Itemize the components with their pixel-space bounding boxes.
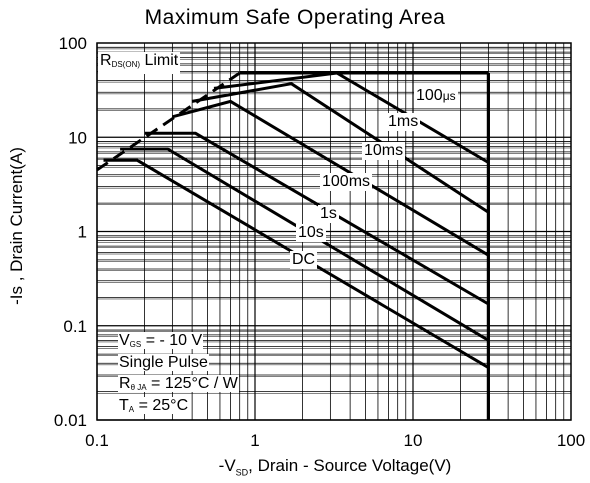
condition-ta: TA = 25°C — [118, 397, 190, 419]
y-tick-label: 1 — [78, 223, 87, 242]
grid — [96, 42, 572, 421]
soa-curve-1ms — [213, 71, 490, 164]
x-tick-label: 1 — [250, 431, 259, 450]
soa-curve-100ms — [172, 99, 490, 257]
x-axis-label-prefix: -V — [218, 456, 236, 475]
ta-sub: A — [128, 405, 135, 414]
x-axis-label: -VSD, Drain - Source Voltage(V) — [160, 456, 510, 477]
x-tick-label: 0.1 — [85, 431, 109, 450]
soa-curve-dc — [103, 158, 490, 369]
label-1ms: 1ms — [386, 113, 421, 131]
rds-label-sub: DS(ON) — [111, 60, 141, 69]
rth-tail: = 125°C / W — [151, 375, 238, 392]
chart-title: Maximum Safe Operating Area — [144, 6, 446, 29]
rth-sub: θ JA — [130, 383, 147, 392]
vgs-sub: GS — [129, 340, 142, 349]
y-tick-label: 100 — [59, 34, 87, 53]
rth-main: R — [119, 375, 131, 392]
label-1s: 1s — [318, 205, 339, 223]
label-100us-unit: μs — [442, 89, 456, 103]
condition-pulse: Single Pulse — [118, 354, 209, 372]
rds-label-tail: Limit — [144, 52, 179, 69]
y-tick-label: 0.1 — [63, 317, 87, 336]
x-axis-label-sub: SD — [235, 467, 249, 478]
soa-curve-10s — [120, 147, 490, 342]
label-100us: 100μs — [414, 87, 458, 105]
y-tick-label: 10 — [68, 128, 87, 147]
x-axis-label-tail: , Drain - Source Voltage(V) — [248, 456, 452, 475]
soa-curves — [96, 71, 490, 420]
condition-vgs: VGS = - 10 V — [118, 332, 204, 354]
label-100us-main: 100 — [416, 87, 443, 104]
soa-curve-10ms — [191, 82, 490, 214]
y-axis-label: -Is , Drain Current(A) — [7, 147, 26, 305]
rds-label-main: R — [100, 52, 112, 69]
vgs-main: V — [119, 332, 130, 349]
label-10s: 10s — [296, 224, 326, 242]
label-10ms: 10ms — [362, 142, 406, 160]
x-tick-label: 100 — [557, 431, 585, 450]
ta-tail: = 25°C — [138, 397, 189, 414]
vgs-tail: = - 10 V — [145, 332, 203, 349]
ta-main: T — [119, 397, 129, 414]
plot-frame — [96, 42, 572, 421]
label-100ms: 100ms — [320, 173, 373, 191]
x-tick-label: 10 — [404, 431, 423, 450]
rds-limit-label: RDS(ON) Limit — [98, 52, 181, 74]
condition-rth: Rθ JA = 125°C / W — [118, 375, 239, 397]
pulse-text: Single Pulse — [118, 354, 209, 371]
label-dc: DC — [290, 251, 318, 269]
soa-curve-1s — [144, 131, 490, 306]
y-tick-label: 0.01 — [54, 411, 87, 430]
